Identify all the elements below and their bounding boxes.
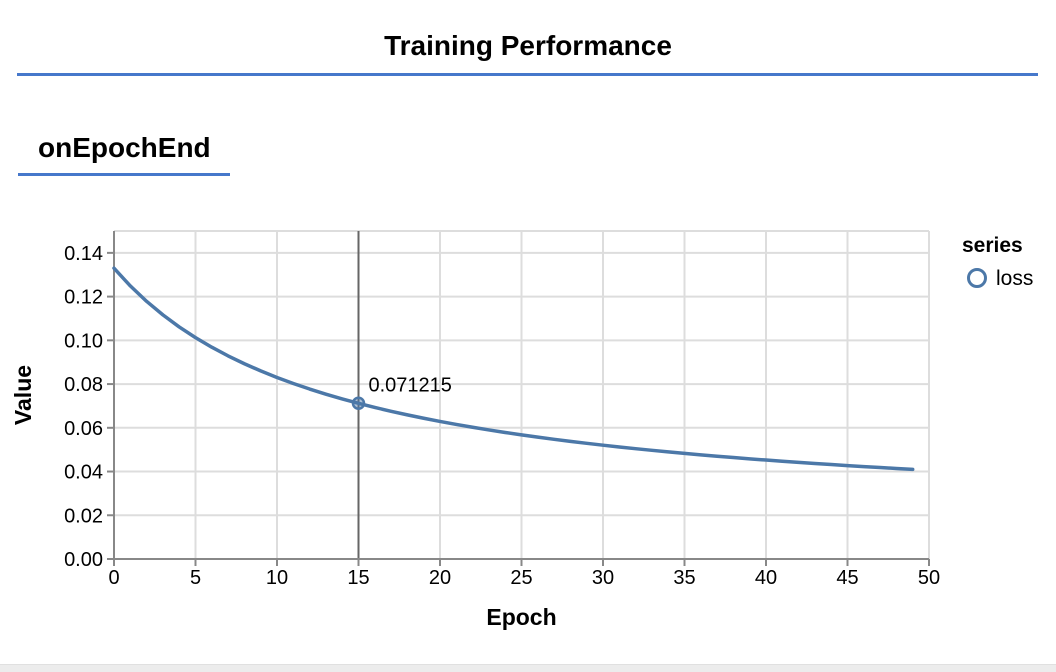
hover-value-label: 0.071215	[369, 374, 452, 396]
y-tick-label: 0.12	[64, 287, 103, 309]
hover-point	[351, 396, 366, 411]
x-axis-title: Epoch	[486, 604, 556, 630]
page-title: Training Performance	[384, 30, 672, 61]
y-tick-label: 0.00	[64, 549, 103, 571]
title-divider	[17, 73, 1038, 76]
y-tick-label: 0.06	[64, 418, 103, 440]
y-tick-label: 0.02	[64, 505, 103, 527]
bottom-bar	[0, 664, 1056, 672]
x-tick-label: 50	[918, 567, 940, 589]
legend-title: series	[962, 234, 1023, 257]
x-tick-label: 10	[266, 567, 288, 589]
plot-hover-area[interactable]	[114, 231, 929, 559]
x-tick-label: 20	[429, 567, 451, 589]
section-heading: onEpochEnd	[38, 132, 211, 163]
y-tick-label: 0.04	[64, 462, 103, 484]
legend-loss-circle-icon	[967, 268, 987, 288]
y-axis-title: Value	[10, 365, 36, 425]
loss-curve	[112, 266, 915, 472]
y-tick-label: 0.14	[64, 243, 103, 265]
x-tick-label: 35	[673, 567, 695, 589]
x-tick-label: 15	[347, 567, 369, 589]
y-tick-label: 0.08	[64, 374, 103, 396]
x-tick-label: 25	[510, 567, 532, 589]
section-divider	[18, 173, 230, 176]
x-tick-label: 30	[592, 567, 614, 589]
x-tick-label: 5	[190, 567, 201, 589]
x-tick-label: 45	[836, 567, 858, 589]
legend-label-loss: loss	[996, 267, 1033, 290]
x-tick-label: 0	[108, 567, 119, 589]
y-tick-label: 0.10	[64, 330, 103, 352]
x-tick-label: 40	[755, 567, 777, 589]
